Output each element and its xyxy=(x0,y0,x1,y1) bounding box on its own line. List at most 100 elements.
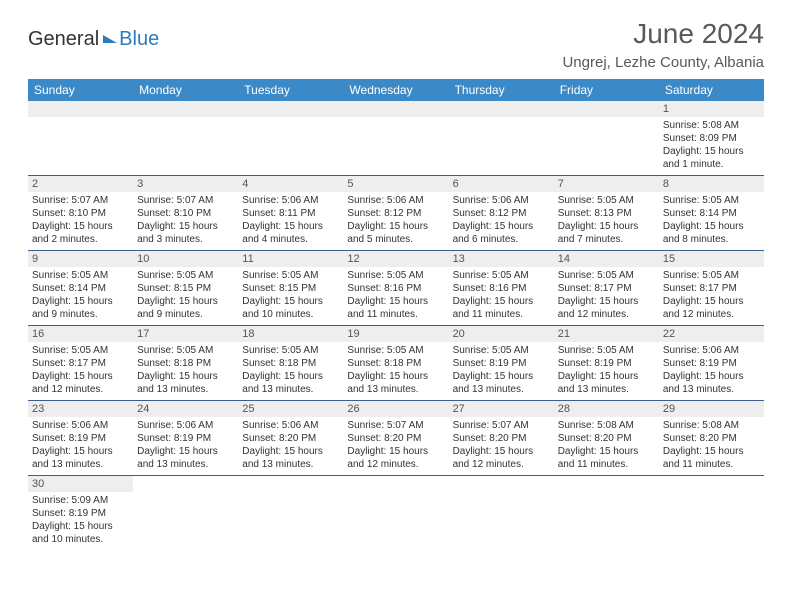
day-number: 17 xyxy=(133,326,238,342)
day-cell: 22Sunrise: 5:06 AMSunset: 8:19 PMDayligh… xyxy=(659,326,764,401)
day-cell: 30Sunrise: 5:09 AMSunset: 8:19 PMDayligh… xyxy=(28,476,133,551)
day-cell: 17 Sunrise: 5:05 AMSunset: 8:18 PMDayligh… xyxy=(133,326,238,401)
day-number xyxy=(449,101,554,117)
detail-line: and 13 minutes. xyxy=(663,383,760,396)
day-cell: 13Sunrise: 5:05 AMSunset: 8:16 PMDayligh… xyxy=(449,251,554,326)
day-cell: 15Sunrise: 5:05 AMSunset: 8:17 PMDayligh… xyxy=(659,251,764,326)
detail-line: Sunset: 8:19 PM xyxy=(32,432,129,445)
day-details: Sunrise: 5:05 AMSunset: 8:19 PMDaylight:… xyxy=(449,342,554,400)
detail-line: Sunset: 8:20 PM xyxy=(558,432,655,445)
day-details: Sunrise: 5:07 AMSunset: 8:20 PMDaylight:… xyxy=(449,417,554,475)
day-cell: 5Sunrise: 5:06 AMSunset: 8:12 PMDaylight… xyxy=(343,176,448,251)
day-cell: 21Sunrise: 5:05 AMSunset: 8:19 PMDayligh… xyxy=(554,326,659,401)
detail-line: Sunset: 8:16 PM xyxy=(347,282,444,295)
detail-line: and 6 minutes. xyxy=(453,233,550,246)
day-number: 1 xyxy=(659,101,764,117)
detail-line: Daylight: 15 hours xyxy=(558,445,655,458)
day-number xyxy=(343,101,448,117)
col-tue: Tuesday xyxy=(238,79,343,101)
day-number: 21 xyxy=(554,326,659,342)
day-number xyxy=(133,101,238,117)
detail-line: Daylight: 15 hours xyxy=(137,295,234,308)
detail-line: Sunrise: 5:05 AM xyxy=(663,269,760,282)
detail-line: Sunset: 8:16 PM xyxy=(453,282,550,295)
detail-line: and 13 minutes. xyxy=(32,458,129,471)
detail-line: Sunset: 8:18 PM xyxy=(137,357,234,370)
day-cell: 27Sunrise: 5:07 AMSunset: 8:20 PMDayligh… xyxy=(449,401,554,476)
day-details: Sunrise: 5:06 AMSunset: 8:19 PMDaylight:… xyxy=(133,417,238,475)
month-title: June 2024 xyxy=(562,18,764,50)
detail-line: Daylight: 15 hours xyxy=(32,220,129,233)
detail-line: and 12 minutes. xyxy=(347,458,444,471)
day-number: 16 xyxy=(28,326,133,342)
detail-line: Sunrise: 5:05 AM xyxy=(663,194,760,207)
day-cell: 23Sunrise: 5:06 AMSunset: 8:19 PMDayligh… xyxy=(28,401,133,476)
week-row: 16Sunrise: 5:05 AMSunset: 8:17 PMDayligh… xyxy=(28,326,764,401)
col-sun: Sunday xyxy=(28,79,133,101)
day-details: Sunrise: 5:07 AMSunset: 8:10 PMDaylight:… xyxy=(28,192,133,250)
day-details: Sunrise: 5:08 AMSunset: 8:20 PMDaylight:… xyxy=(554,417,659,475)
day-cell: 6Sunrise: 5:06 AMSunset: 8:12 PMDaylight… xyxy=(449,176,554,251)
day-cell: 12Sunrise: 5:05 AMSunset: 8:16 PMDayligh… xyxy=(343,251,448,326)
detail-line: Sunset: 8:14 PM xyxy=(32,282,129,295)
detail-line: Sunrise: 5:05 AM xyxy=(32,269,129,282)
detail-line: Sunrise: 5:07 AM xyxy=(32,194,129,207)
detail-line: Daylight: 15 hours xyxy=(137,220,234,233)
detail-line: Daylight: 15 hours xyxy=(558,220,655,233)
detail-line: and 10 minutes. xyxy=(32,533,129,546)
detail-line: and 11 minutes. xyxy=(558,458,655,471)
day-cell: 10Sunrise: 5:05 AMSunset: 8:15 PMDayligh… xyxy=(133,251,238,326)
day-details: Sunrise: 5:06 AMSunset: 8:19 PMDaylight:… xyxy=(659,342,764,400)
day-number xyxy=(28,101,133,117)
col-mon: Monday xyxy=(133,79,238,101)
brand-logo: General Blue xyxy=(28,18,159,51)
day-number: 4 xyxy=(238,176,343,192)
detail-line: Sunset: 8:09 PM xyxy=(663,132,760,145)
detail-line: and 13 minutes. xyxy=(453,383,550,396)
detail-line: Daylight: 15 hours xyxy=(453,295,550,308)
calendar-table: Sunday Monday Tuesday Wednesday Thursday… xyxy=(28,79,764,550)
day-cell: 3Sunrise: 5:07 AMSunset: 8:10 PMDaylight… xyxy=(133,176,238,251)
day-number: 19 xyxy=(343,326,448,342)
day-details: Sunrise: 5:09 AMSunset: 8:19 PMDaylight:… xyxy=(28,492,133,550)
title-block: June 2024 Ungrej, Lezhe County, Albania xyxy=(562,18,764,71)
detail-line: Daylight: 15 hours xyxy=(242,295,339,308)
day-details: Sunrise: 5:05 AMSunset: 8:19 PMDaylight:… xyxy=(554,342,659,400)
detail-line: Daylight: 15 hours xyxy=(32,370,129,383)
detail-line: Daylight: 15 hours xyxy=(137,370,234,383)
day-cell xyxy=(659,476,764,551)
detail-line: Sunset: 8:19 PM xyxy=(663,357,760,370)
day-cell xyxy=(133,476,238,551)
detail-line: Daylight: 15 hours xyxy=(663,370,760,383)
detail-line: Sunset: 8:19 PM xyxy=(32,507,129,520)
day-cell xyxy=(449,101,554,176)
day-details: Sunrise: 5:06 AMSunset: 8:20 PMDaylight:… xyxy=(238,417,343,475)
day-details: Sunrise: 5:05 AMSunset: 8:16 PMDaylight:… xyxy=(343,267,448,325)
day-number: 26 xyxy=(343,401,448,417)
day-number: 14 xyxy=(554,251,659,267)
detail-line: Sunset: 8:12 PM xyxy=(453,207,550,220)
detail-line: Daylight: 15 hours xyxy=(32,520,129,533)
detail-line: Daylight: 15 hours xyxy=(137,445,234,458)
detail-line: Daylight: 15 hours xyxy=(347,370,444,383)
detail-line: Sunrise: 5:08 AM xyxy=(663,119,760,132)
col-wed: Wednesday xyxy=(343,79,448,101)
day-number: 18 xyxy=(238,326,343,342)
detail-line: Daylight: 15 hours xyxy=(347,295,444,308)
week-row: 2Sunrise: 5:07 AMSunset: 8:10 PMDaylight… xyxy=(28,176,764,251)
detail-line: Sunset: 8:11 PM xyxy=(242,207,339,220)
detail-line: and 2 minutes. xyxy=(32,233,129,246)
day-number: 20 xyxy=(449,326,554,342)
day-cell xyxy=(554,101,659,176)
day-number: 24 xyxy=(133,401,238,417)
detail-line: Sunset: 8:17 PM xyxy=(32,357,129,370)
week-row: 9Sunrise: 5:05 AMSunset: 8:14 PMDaylight… xyxy=(28,251,764,326)
detail-line: Sunrise: 5:08 AM xyxy=(558,419,655,432)
day-number: 10 xyxy=(133,251,238,267)
detail-line: Sunset: 8:13 PM xyxy=(558,207,655,220)
detail-line: Sunrise: 5:05 AM xyxy=(137,344,234,357)
day-number: 22 xyxy=(659,326,764,342)
day-details: Sunrise: 5:05 AMSunset: 8:18 PMDaylight:… xyxy=(238,342,343,400)
day-cell xyxy=(238,101,343,176)
day-number: 29 xyxy=(659,401,764,417)
